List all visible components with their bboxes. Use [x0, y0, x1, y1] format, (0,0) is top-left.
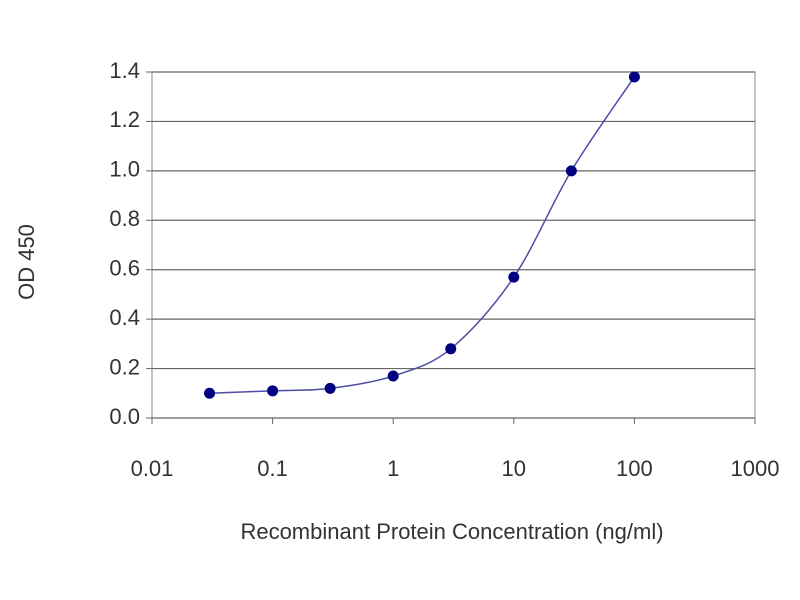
x-tick-label: 100: [616, 456, 653, 481]
x-tick-label: 0.1: [257, 456, 288, 481]
x-tick-label: 10: [502, 456, 526, 481]
x-axis-title: Recombinant Protein Concentration (ng/ml…: [240, 519, 663, 544]
plot-area: [151, 71, 756, 419]
y-tick-label: 1.2: [109, 107, 140, 132]
data-point: [324, 382, 336, 394]
x-tick-label: 1000: [731, 456, 780, 481]
y-tick-label: 1.4: [109, 58, 140, 83]
y-tick-label: 0.0: [109, 404, 140, 429]
data-point: [204, 387, 216, 399]
data-point: [387, 370, 399, 382]
y-tick-label: 0.8: [109, 206, 140, 231]
y-tick-label: 1.0: [109, 157, 140, 182]
data-point: [445, 343, 457, 355]
y-tick-label: 0.2: [109, 354, 140, 379]
data-point: [628, 71, 640, 83]
x-tick-label: 1: [387, 456, 399, 481]
x-tick-label: 0.01: [131, 456, 174, 481]
y-tick-label: 0.6: [109, 256, 140, 281]
data-point: [565, 165, 577, 177]
y-tick-label: 0.4: [109, 305, 140, 330]
data-point: [508, 271, 520, 283]
y-axis-title: OD 450: [14, 224, 39, 300]
data-point: [267, 385, 279, 397]
